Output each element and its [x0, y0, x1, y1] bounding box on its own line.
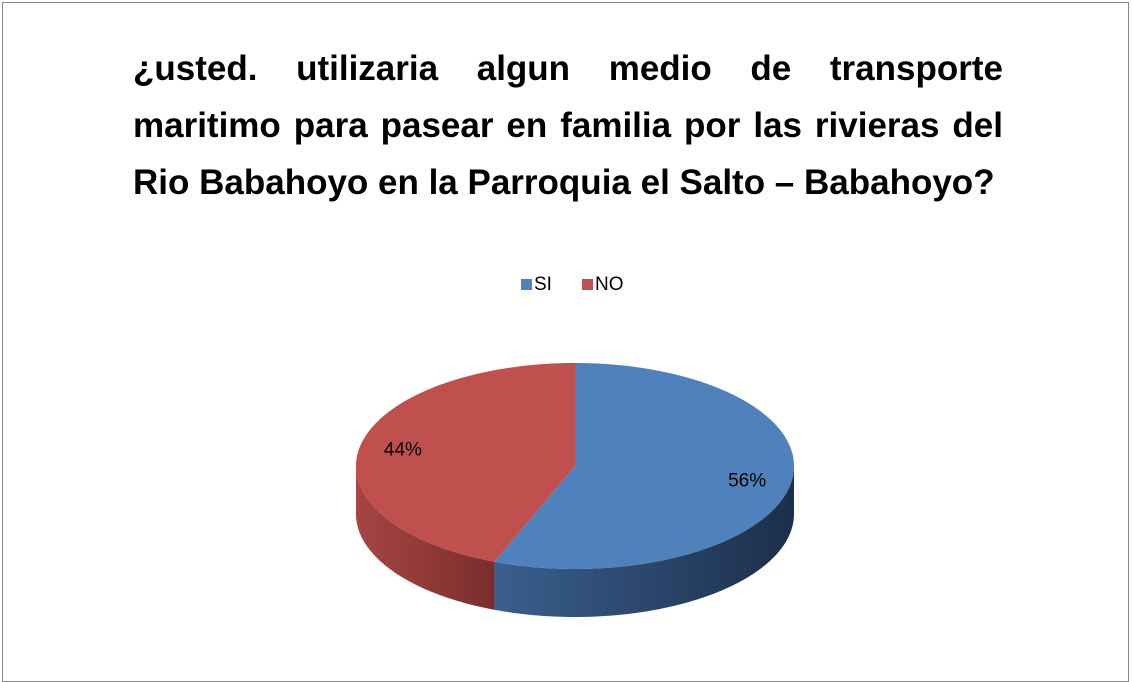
legend-swatch — [582, 279, 593, 290]
data-label: 56% — [728, 470, 766, 491]
legend-label: SI — [534, 274, 552, 295]
legend-swatch — [521, 279, 532, 290]
chart-title: ¿usted. utilizaria algun medio de transp… — [133, 49, 1003, 202]
legend-label: NO — [595, 274, 624, 295]
pie-slice — [494, 363, 794, 569]
data-label: 44% — [384, 440, 422, 461]
pie-side — [356, 466, 495, 610]
chart: 56% 44% SI NO — [356, 274, 794, 617]
pie-side — [494, 466, 794, 617]
pie-slice — [356, 363, 575, 562]
